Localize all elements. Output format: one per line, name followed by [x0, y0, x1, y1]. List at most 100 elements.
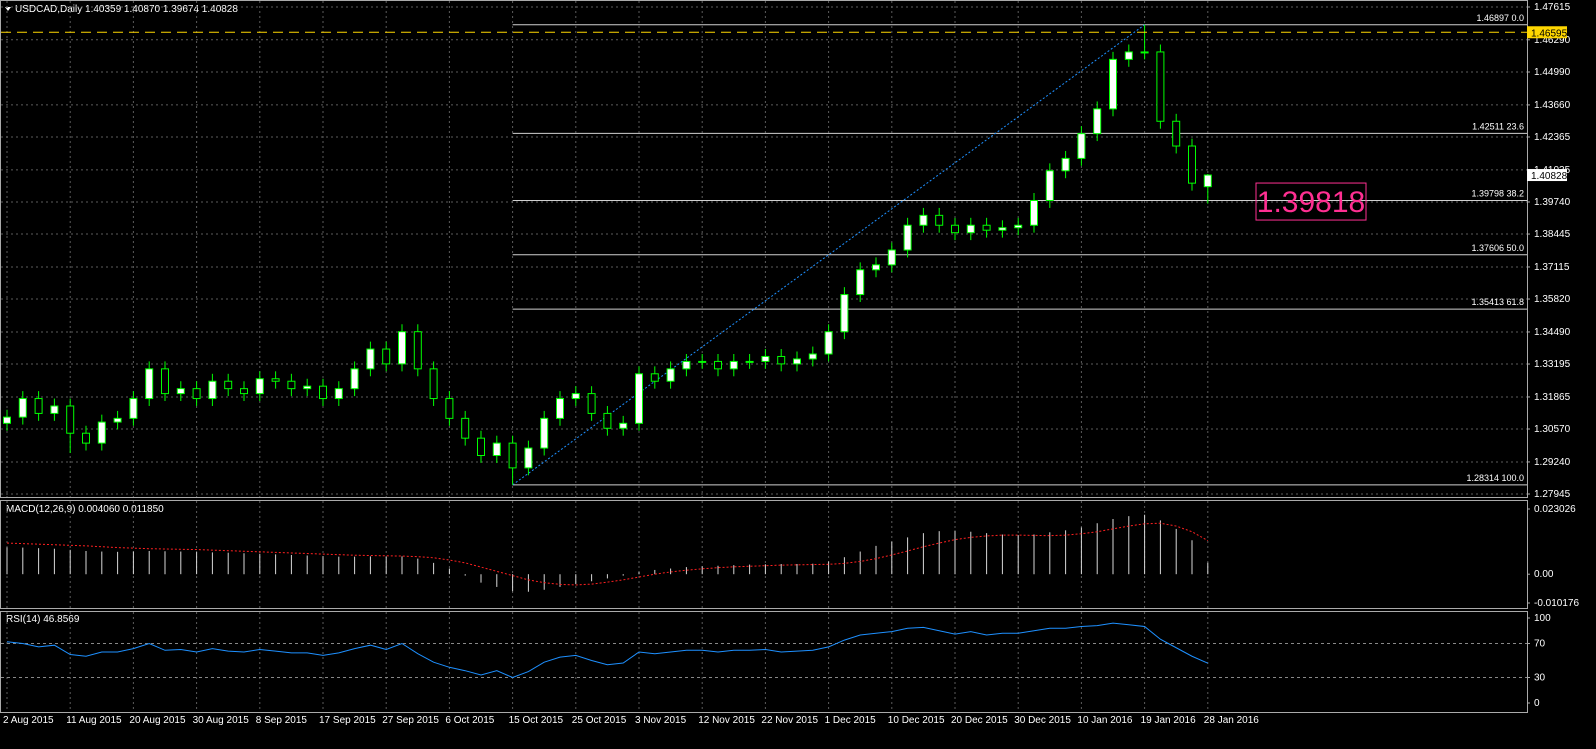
- candle-body: [334, 388, 343, 400]
- candle-body: [350, 368, 359, 390]
- candle-body: [1156, 51, 1165, 122]
- y-tick-label: 1.27945: [1534, 489, 1571, 500]
- y-tick-label: 1.47615: [1534, 2, 1571, 13]
- candle-body: [208, 380, 217, 400]
- current-price-label: 1.40828: [1531, 171, 1568, 182]
- candle-body: [1030, 199, 1038, 226]
- candle-body: [240, 388, 248, 395]
- candle-body: [982, 224, 991, 231]
- y-tick-label: 0: [1534, 698, 1540, 709]
- candle-body: [1077, 133, 1086, 159]
- candle-body: [66, 405, 75, 434]
- candle-body: [966, 224, 975, 234]
- candle-body: [303, 385, 312, 390]
- candle-body: [492, 442, 501, 457]
- candle-body: [508, 442, 517, 469]
- candle-body: [619, 422, 628, 429]
- candle-body: [1093, 108, 1102, 135]
- candle-body: [461, 417, 470, 439]
- annotation-text: 1.39818: [1257, 186, 1365, 219]
- candle-body: [1140, 51, 1149, 54]
- y-tick-label: 1.44990: [1534, 67, 1571, 78]
- alert-price-label: 1.46595: [1531, 28, 1568, 39]
- x-tick-label: 20 Aug 2015: [129, 715, 186, 726]
- macd-title: MACD(12,26,9) 0.004060 0.011850: [6, 504, 164, 515]
- candle-body: [603, 412, 612, 429]
- candle-body: [224, 380, 233, 390]
- x-tick-label: 10 Dec 2015: [888, 715, 945, 726]
- y-tick-label: 1.42365: [1534, 132, 1571, 143]
- candle-body: [1061, 157, 1070, 172]
- candle-body: [1109, 58, 1117, 110]
- x-tick-label: 17 Sep 2015: [319, 715, 376, 726]
- candle-body: [998, 227, 1007, 231]
- signal-line: [6, 522, 1209, 586]
- y-tick-label: 1.38445: [1534, 229, 1571, 240]
- candle-body: [161, 368, 169, 395]
- y-tick-label: 1.33195: [1534, 359, 1571, 370]
- y-tick-label: -0.010176: [1534, 598, 1579, 609]
- fib-label: 1.39798 38.2: [1471, 189, 1524, 199]
- candle-body: [777, 355, 786, 365]
- candle-body: [556, 398, 564, 419]
- y-tick-label: 1.37115: [1534, 262, 1570, 273]
- fib-label: 1.35413 61.8: [1471, 297, 1524, 307]
- candle-body: [571, 393, 580, 400]
- x-tick-label: 30 Aug 2015: [193, 715, 250, 726]
- candle-body: [872, 264, 880, 271]
- y-tick-label: 70: [1534, 639, 1546, 650]
- candle-body: [1203, 174, 1212, 188]
- candle-body: [445, 398, 454, 419]
- main-panel: [0, 0, 1528, 498]
- candle-body: [666, 368, 675, 382]
- fib-label: 1.37606 50.0: [1471, 243, 1524, 253]
- x-tick-label: 1 Dec 2015: [825, 715, 877, 726]
- x-tick-label: 12 Nov 2015: [698, 715, 755, 726]
- x-tick-label: 22 Nov 2015: [761, 715, 818, 726]
- rsi-title: RSI(14) 46.8569: [6, 614, 80, 625]
- x-tick-label: 30 Dec 2015: [1014, 715, 1071, 726]
- candle-body: [97, 421, 106, 444]
- current-price-box: [1527, 169, 1567, 182]
- candle-body: [34, 398, 43, 414]
- fib-label: 1.28314 100.0: [1466, 473, 1524, 483]
- candle-body: [271, 378, 280, 382]
- candle-body: [635, 373, 643, 424]
- y-tick-label: 1.39740: [1534, 197, 1571, 208]
- candle-body: [1045, 170, 1054, 201]
- candle-body: [1188, 145, 1196, 184]
- y-tick-label: 0.023026: [1534, 504, 1576, 515]
- x-tick-label: 11 Aug 2015: [66, 715, 122, 726]
- candle-body: [919, 214, 928, 226]
- candle-body: [761, 355, 770, 362]
- candle-body: [1124, 51, 1133, 60]
- y-tick-label: 1.43660: [1534, 100, 1571, 111]
- candle-body: [287, 380, 296, 390]
- candle-body: [729, 360, 738, 370]
- candle-body: [887, 249, 896, 266]
- alert-price-box: [1527, 26, 1567, 39]
- candle-body: [255, 378, 264, 395]
- candle-body: [129, 398, 138, 419]
- y-tick-label: 100: [1534, 613, 1551, 624]
- y-tick-label: 1.29240: [1534, 457, 1571, 468]
- rsi-panel: [0, 611, 1528, 713]
- candle-body: [808, 353, 817, 360]
- x-tick-label: 15 Oct 2015: [509, 715, 564, 726]
- x-tick-label: 27 Sep 2015: [382, 715, 439, 726]
- x-tick-label: 3 Nov 2015: [635, 715, 687, 726]
- rsi-line: [6, 622, 1209, 679]
- candle-body: [18, 398, 27, 418]
- candle-body: [382, 348, 391, 365]
- fib-label: 1.42511 23.6: [1472, 121, 1524, 131]
- candle-body: [1014, 224, 1023, 229]
- candle-body: [903, 224, 912, 251]
- x-tick-label: 25 Oct 2015: [572, 715, 627, 726]
- candle-body: [192, 388, 201, 400]
- chart-title: USDCAD,Daily 1.40359 1.40870 1.39674 1.4…: [15, 4, 238, 15]
- candle-body: [650, 373, 659, 382]
- candle-body: [145, 368, 154, 400]
- candle-body: [682, 360, 691, 370]
- candle-body: [824, 331, 833, 355]
